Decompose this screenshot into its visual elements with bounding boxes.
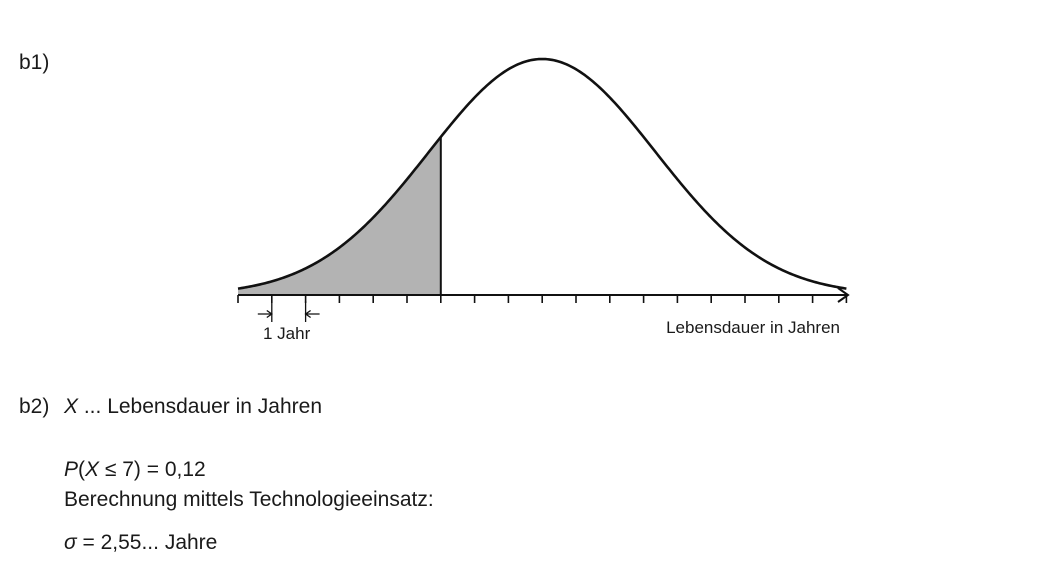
x-axis-arrowhead	[837, 287, 850, 303]
density-curve	[237, 57, 847, 290]
variable-description: ... Lebensdauer in Jahren	[78, 395, 323, 418]
calculation-note: Berechnung mittels Technologieeinsatz:	[64, 488, 434, 511]
unit-marker-right-arrow	[304, 309, 320, 319]
variable-definition: X ... Lebensdauer in Jahren	[64, 396, 322, 417]
probability-rest: ≤ 7) = 0,12	[99, 458, 206, 481]
x-axis-ticks	[237, 295, 848, 303]
section-label-b1: b1)	[19, 51, 50, 74]
sigma-result: σ = 2,55... Jahre	[64, 532, 217, 553]
x-axis	[237, 287, 850, 303]
probability-p: P	[64, 458, 79, 481]
unit-marker-left-arrow	[257, 309, 273, 319]
shaded-area	[238, 136, 441, 295]
probability-open-paren: (	[78, 458, 86, 481]
sigma-symbol: σ	[64, 531, 77, 554]
unit-marker	[257, 301, 320, 322]
sigma-value: = 2,55... Jahre	[76, 531, 218, 554]
probability-statement: P(X ≤ 7) = 0,12	[64, 459, 206, 480]
variable-symbol: X	[64, 395, 79, 418]
section-label-b2: b2)	[19, 395, 50, 418]
unit-marker-label: 1 Jahr	[263, 324, 311, 343]
probability-x: X	[85, 458, 100, 481]
normal-distribution-diagram: 1 Jahr Lebensdauer in Jahren	[237, 57, 850, 343]
x-axis-label: Lebensdauer in Jahren	[666, 318, 840, 337]
